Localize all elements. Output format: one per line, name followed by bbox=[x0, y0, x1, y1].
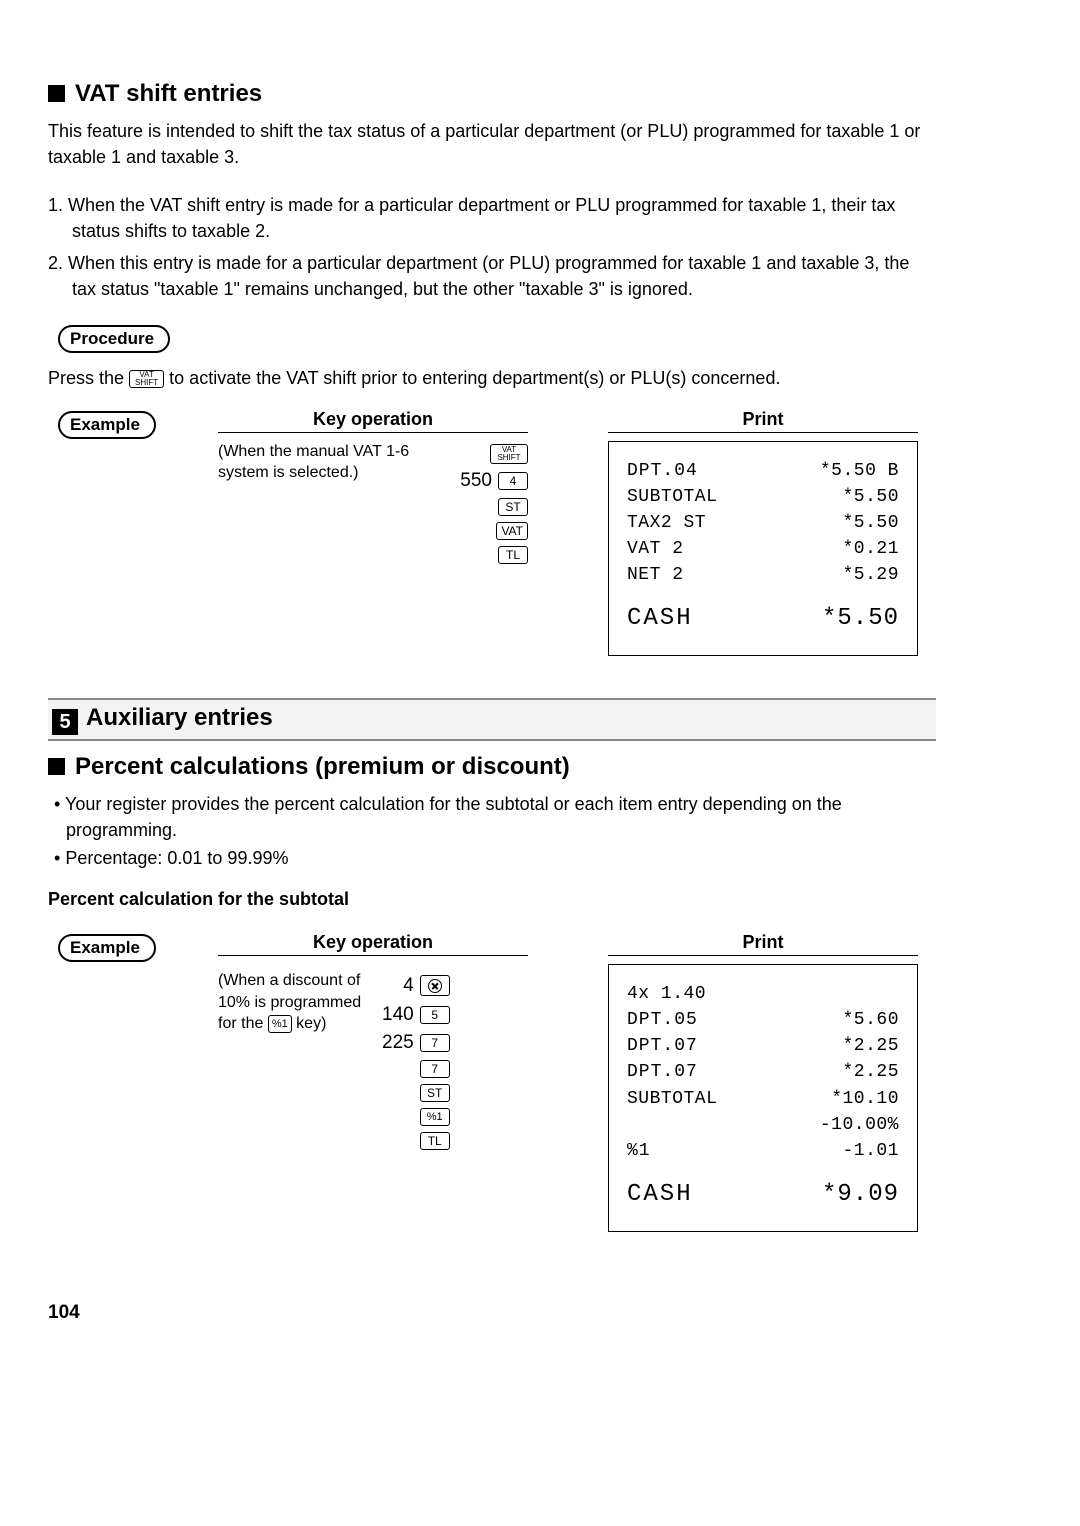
percent-subhead: Percent calculation for the subtotal bbox=[48, 889, 936, 910]
auxiliary-header: 5 Auxiliary entries bbox=[48, 698, 936, 741]
r2-l1: DPT.05 bbox=[627, 1007, 698, 1033]
key-st: ST bbox=[498, 498, 528, 516]
key-tl: TL bbox=[498, 546, 528, 564]
key-operation-note-1: (When the manual VAT 1-6 system is selec… bbox=[218, 441, 446, 484]
example-label-2: Example bbox=[70, 938, 140, 957]
print-col-2: Print 4x 1.40 DPT.05 *5.60 DPT.07 *2.25 DP… bbox=[608, 932, 918, 1231]
r2-r5: -10.00% bbox=[820, 1112, 899, 1138]
key-tl2: TL bbox=[420, 1132, 450, 1150]
procedure-text-b: to activate the VAT shift prior to enter… bbox=[169, 368, 780, 388]
example-pill-1: Example bbox=[58, 411, 156, 439]
vat-shift-heading-text: VAT shift entries bbox=[75, 80, 262, 107]
key-pct1: %1 bbox=[420, 1108, 450, 1126]
r1-cash-r: *5.50 bbox=[822, 602, 899, 637]
amt-4: 4 bbox=[403, 975, 414, 997]
receipt-1: DPT.04 *5.50 B SUBTOTAL *5.50 TAX2 ST *5.50… bbox=[608, 441, 918, 656]
key-7b: 7 bbox=[420, 1060, 450, 1078]
vat-shift-item-2: 2. When this entry is made for a particu… bbox=[48, 250, 936, 302]
key-7a: 7 bbox=[420, 1034, 450, 1052]
percent-bullet-2-text: Percentage: 0.01 to 99.99% bbox=[65, 848, 288, 868]
vat-shift-intro: This feature is intended to shift the ta… bbox=[48, 118, 936, 170]
page-number: 104 bbox=[48, 1302, 936, 1324]
key-operation-col-1: Key operation (When the manual VAT 1-6 s… bbox=[218, 409, 528, 567]
r1-cash-l: CASH bbox=[627, 602, 693, 637]
aux-heading: Auxiliary entries bbox=[86, 704, 273, 731]
r2-r1: *5.60 bbox=[842, 1007, 899, 1033]
percent-heading-text: Percent calculations (premium or discoun… bbox=[75, 753, 570, 780]
r1-r1: *5.50 bbox=[842, 484, 899, 510]
r1-r0: *5.50 B bbox=[820, 458, 899, 484]
procedure-line: Press the VAT SHIFT to activate the VAT … bbox=[48, 365, 936, 391]
vat-shift-key-bot: SHIFT bbox=[135, 379, 158, 387]
r2-r2: *2.25 bbox=[842, 1033, 899, 1059]
percent-bullet-1-text: Your register provides the percent calcu… bbox=[65, 794, 842, 840]
r2-r4: *10.10 bbox=[831, 1086, 899, 1112]
key-amount-550: 550 bbox=[460, 470, 492, 492]
r1-r3: *0.21 bbox=[842, 536, 899, 562]
r2-l2: DPT.07 bbox=[627, 1033, 698, 1059]
vat-shift-item-1: 1. When the VAT shift entry is made for … bbox=[48, 192, 936, 244]
key-operation-head-2: Key operation bbox=[218, 932, 528, 956]
multiply-icon bbox=[428, 979, 442, 993]
key-operation-head-1: Key operation bbox=[218, 409, 528, 433]
r2-l4: SUBTOTAL bbox=[627, 1086, 717, 1112]
r1-l0: DPT.04 bbox=[627, 458, 698, 484]
r2-l6: %1 bbox=[627, 1138, 651, 1164]
r1-l1: SUBTOTAL bbox=[627, 484, 717, 510]
vat-shift-key-inline: VAT SHIFT bbox=[129, 370, 164, 388]
r2-l0: 4x 1.40 bbox=[627, 981, 706, 1007]
vat-shift-key-bot2: SHIFT bbox=[495, 454, 523, 462]
amt-140: 140 bbox=[382, 1004, 414, 1026]
key-operation-note-2: (When a discount of 10% is programmed fo… bbox=[218, 970, 368, 1035]
pct1-key-inline: %1 bbox=[268, 1015, 292, 1033]
percent-bullet-2: • Percentage: 0.01 to 99.99% bbox=[48, 845, 936, 871]
r2-r6: -1.01 bbox=[842, 1138, 899, 1164]
print-col-1: Print DPT.04 *5.50 B SUBTOTAL *5.50 TAX2 S… bbox=[608, 409, 918, 656]
example-pill-2: Example bbox=[58, 934, 156, 962]
square-bullet-icon bbox=[48, 85, 65, 102]
r1-l2: TAX2 ST bbox=[627, 510, 706, 536]
vat-shift-key: VAT SHIFT bbox=[490, 444, 528, 464]
r1-r4: *5.29 bbox=[842, 562, 899, 588]
amt-225: 225 bbox=[382, 1032, 414, 1054]
vat-shift-heading: VAT shift entries bbox=[48, 80, 936, 108]
note-b: key) bbox=[292, 1015, 327, 1032]
example-label-1: Example bbox=[70, 415, 140, 434]
print-head-2: Print bbox=[608, 932, 918, 956]
r2-cash-r: *9.09 bbox=[822, 1178, 899, 1213]
percent-bullet-1: • Your register provides the percent cal… bbox=[48, 791, 936, 843]
key-mult bbox=[420, 975, 450, 996]
key-operation-col-2: Key operation (When a discount of 10% is… bbox=[218, 932, 528, 1153]
key-vat: VAT bbox=[496, 522, 528, 540]
r2-r3: *2.25 bbox=[842, 1059, 899, 1085]
aux-number: 5 bbox=[52, 709, 78, 735]
print-head-1: Print bbox=[608, 409, 918, 433]
key-4: 4 bbox=[498, 472, 528, 490]
key-st2: ST bbox=[420, 1084, 450, 1102]
r1-l3: VAT 2 bbox=[627, 536, 684, 562]
procedure-label: Procedure bbox=[70, 329, 154, 348]
square-bullet-icon bbox=[48, 758, 65, 775]
r2-l3: DPT.07 bbox=[627, 1059, 698, 1085]
percent-heading: Percent calculations (premium or discoun… bbox=[48, 753, 936, 781]
procedure-text-a: Press the bbox=[48, 368, 129, 388]
procedure-pill: Procedure bbox=[58, 325, 170, 353]
r2-cash-l: CASH bbox=[627, 1178, 693, 1213]
r1-r2: *5.50 bbox=[842, 510, 899, 536]
key-5: 5 bbox=[420, 1006, 450, 1024]
receipt-2: 4x 1.40 DPT.05 *5.60 DPT.07 *2.25 DPT.07 *2… bbox=[608, 964, 918, 1231]
r1-l4: NET 2 bbox=[627, 562, 684, 588]
